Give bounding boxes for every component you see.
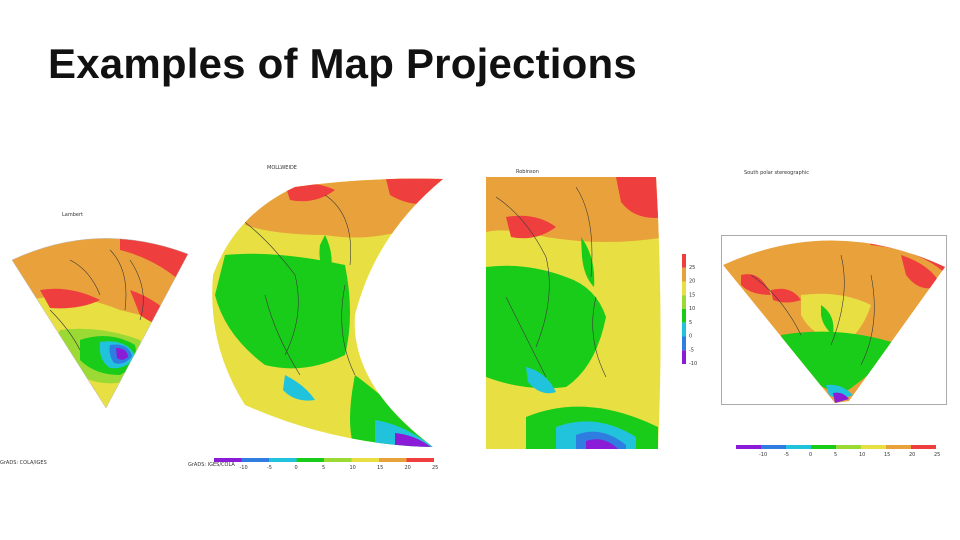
colorbar-tick-label: 20: [689, 279, 695, 285]
colorbar-segment: [911, 445, 936, 449]
colorbar-tick-label: 20: [909, 452, 915, 458]
colorbar-tick-label: 10: [689, 306, 695, 312]
colorbar-tick-label: 5: [834, 452, 837, 458]
colorbar-segment: [406, 458, 434, 462]
vertical-colorbar: 25 20 15 10 5 0 -5 -10: [682, 254, 697, 367]
colorbar-tick-label: 15: [689, 292, 695, 298]
colorbar-tick-label: 25: [689, 265, 695, 271]
slide-title: Examples of Map Projections: [48, 40, 637, 87]
colorbar-segment: [241, 458, 269, 462]
colorbar-tick-label: 0: [295, 465, 298, 471]
colorbar-tick-label: 10: [859, 452, 865, 458]
lambert-label: Lambert: [62, 212, 83, 218]
colorbar-segment: [861, 445, 886, 449]
colorbar-segment: [682, 336, 686, 351]
colorbar-tick-label: 25: [432, 465, 438, 471]
colorbar-segment: [761, 445, 786, 449]
mollweide-label: MOLLWEIDE: [267, 165, 297, 171]
colorbar-segment: [269, 458, 297, 462]
right-colorbar: -10 -5 0 5 10 15 20 25: [736, 445, 940, 458]
colorbar-segment: [682, 350, 686, 364]
robinson-label: Robinson: [516, 169, 539, 175]
colorbar-segment: [296, 458, 324, 462]
colorbar-tick-label: 0: [689, 334, 692, 340]
colorbar-tick-label: -10: [689, 361, 697, 367]
colorbar-tick-label: -10: [759, 452, 767, 458]
colorbar-tick-label: -5: [267, 465, 272, 471]
colorbar-tick-label: 10: [350, 465, 356, 471]
colorbar-segment: [886, 445, 911, 449]
colorbar-segment: [682, 309, 686, 323]
colorbar-tick-label: 0: [809, 452, 812, 458]
colorbar-tick-label: -5: [689, 347, 694, 353]
colorbar-segment: [682, 322, 686, 337]
colorbar-tick-label: 15: [884, 452, 890, 458]
colorbar-tick-label: 5: [322, 465, 325, 471]
colorbar-segment: [682, 281, 686, 296]
mid-colorbar: -10 -5 0 5 10 15 20 25: [214, 458, 438, 471]
lambert-map: [11, 238, 189, 409]
colorbar-tick-label: 15: [377, 465, 383, 471]
colorbar-segment: [351, 458, 379, 462]
colorbar-segment: [736, 445, 761, 449]
left-credit: GrADS: COLA/IGES: [0, 460, 47, 466]
colorbar-segment: [836, 445, 861, 449]
mid-credit: GrADS: IGES/COLA: [188, 462, 235, 468]
colorbar-segment: [379, 458, 407, 462]
colorbar-segment: [682, 267, 686, 282]
stereo-label: South polar stereographic: [744, 170, 809, 176]
colorbar-segment: [324, 458, 352, 462]
stereo-map: [721, 235, 947, 405]
colorbar-tick-label: -10: [240, 465, 248, 471]
colorbar-segment: [214, 458, 242, 462]
colorbar-tick-label: 20: [405, 465, 411, 471]
colorbar-segment: [811, 445, 836, 449]
mollweide-map: [212, 178, 443, 448]
colorbar-tick-label: 25: [934, 452, 940, 458]
colorbar-segment: [682, 254, 686, 268]
robinson-map: [486, 177, 661, 449]
colorbar-segment: [786, 445, 811, 449]
colorbar-segment: [682, 295, 686, 309]
colorbar-tick-label: 5: [689, 320, 692, 326]
colorbar-tick-label: -5: [784, 452, 789, 458]
